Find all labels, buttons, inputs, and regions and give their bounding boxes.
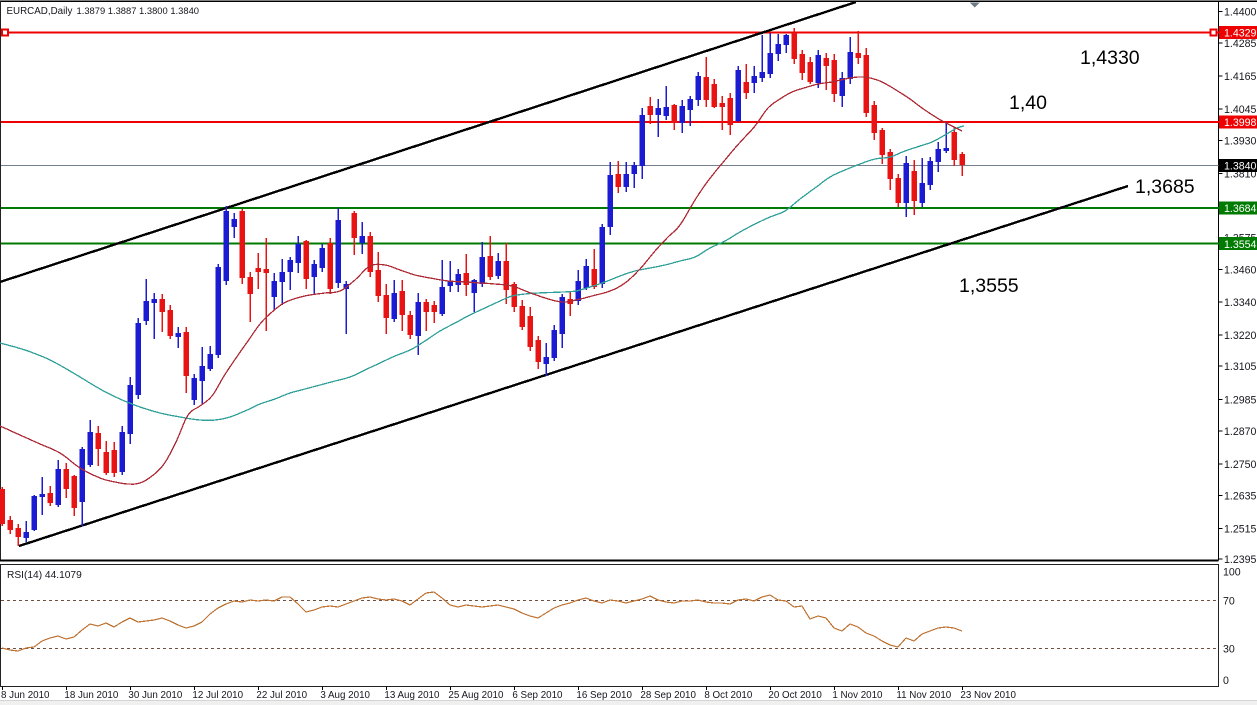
svg-text:1.2515: 1.2515 — [1224, 523, 1257, 535]
svg-text:3 Aug 2010: 3 Aug 2010 — [320, 690, 370, 701]
svg-text:11 Nov 2010: 11 Nov 2010 — [896, 690, 951, 701]
svg-text:8 Jun 2010: 8 Jun 2010 — [1, 690, 50, 701]
svg-text:RSI(14) 44.1079: RSI(14) 44.1079 — [7, 570, 82, 581]
svg-text:1.3554: 1.3554 — [1224, 239, 1257, 251]
svg-text:1.3879 1.3887 1.3800 1.3840: 1.3879 1.3887 1.3800 1.3840 — [77, 5, 200, 16]
svg-text:13 Aug 2010: 13 Aug 2010 — [384, 690, 440, 701]
svg-text:1.2870: 1.2870 — [1224, 426, 1257, 438]
svg-text:16 Sep 2010: 16 Sep 2010 — [576, 690, 632, 701]
svg-text:1.3105: 1.3105 — [1224, 361, 1257, 373]
svg-text:20 Oct 2010: 20 Oct 2010 — [768, 690, 822, 701]
svg-text:1.4329: 1.4329 — [1224, 28, 1257, 40]
svg-text:1,4330: 1,4330 — [1080, 47, 1140, 69]
svg-text:1.3460: 1.3460 — [1224, 264, 1257, 276]
svg-text:70: 70 — [1223, 596, 1235, 608]
svg-text:1.4400: 1.4400 — [1224, 7, 1257, 19]
svg-text:30 Jun 2010: 30 Jun 2010 — [128, 690, 182, 701]
svg-text:18 Jun 2010: 18 Jun 2010 — [64, 690, 118, 701]
svg-text:28 Sep 2010: 28 Sep 2010 — [640, 690, 696, 701]
svg-text:0: 0 — [1223, 675, 1229, 687]
svg-text:23 Nov 2010: 23 Nov 2010 — [960, 690, 1016, 701]
svg-text:6 Sep 2010: 6 Sep 2010 — [512, 690, 563, 701]
svg-text:1.3220: 1.3220 — [1224, 330, 1257, 342]
svg-text:8 Oct 2010: 8 Oct 2010 — [704, 690, 752, 701]
svg-text:1.4165: 1.4165 — [1224, 71, 1257, 83]
svg-text:1.3840: 1.3840 — [1224, 161, 1257, 173]
svg-text:1.4285: 1.4285 — [1224, 38, 1257, 50]
svg-text:1,3685: 1,3685 — [1135, 176, 1195, 198]
svg-text:EURCAD,Daily: EURCAD,Daily — [7, 6, 73, 17]
svg-text:30: 30 — [1223, 644, 1235, 656]
svg-text:25 Aug 2010: 25 Aug 2010 — [448, 690, 504, 701]
svg-text:1 Nov 2010: 1 Nov 2010 — [832, 690, 883, 701]
svg-text:1,40: 1,40 — [1009, 92, 1047, 114]
svg-text:1.2750: 1.2750 — [1224, 459, 1257, 471]
svg-text:100: 100 — [1223, 567, 1241, 579]
svg-text:1.2635: 1.2635 — [1224, 490, 1257, 502]
svg-text:1.3930: 1.3930 — [1224, 135, 1257, 147]
svg-text:1.3684: 1.3684 — [1224, 203, 1257, 215]
svg-text:1,3555: 1,3555 — [959, 275, 1019, 297]
svg-text:1.3340: 1.3340 — [1224, 297, 1257, 309]
svg-text:12 Jul 2010: 12 Jul 2010 — [192, 690, 243, 701]
svg-text:22 Jul 2010: 22 Jul 2010 — [256, 690, 307, 701]
svg-text:1.3998: 1.3998 — [1224, 117, 1257, 129]
svg-text:1.2985: 1.2985 — [1224, 395, 1257, 407]
svg-text:1.2395: 1.2395 — [1224, 554, 1257, 566]
svg-text:1.4045: 1.4045 — [1224, 104, 1257, 116]
